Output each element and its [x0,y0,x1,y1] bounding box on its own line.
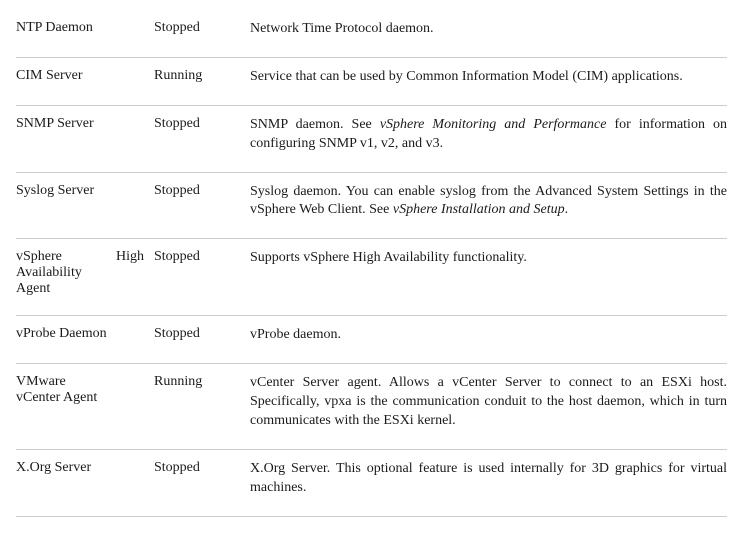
service-description: vCenter Server agent. Allows a vCenter S… [250,374,727,431]
services-table: NTP DaemonStoppedNetwork Time Protocol d… [16,16,727,517]
service-description: Supports vSphere High Availability funct… [250,249,727,297]
service-name: Syslog Server [16,183,154,221]
table-row: CIM ServerRunningService that can be use… [16,57,727,105]
service-description: X.Org Server. This optional feature is u… [250,460,727,498]
table-row: vSphere HighAvailabilityAgentStoppedSupp… [16,238,727,315]
service-name: X.Org Server [16,460,154,498]
table-row: NTP DaemonStoppedNetwork Time Protocol d… [16,16,727,57]
service-description: Network Time Protocol daemon. [250,20,727,39]
service-status: Running [154,68,250,87]
table-row: VMwarevCenter AgentRunningvCenter Server… [16,363,727,449]
table-row: vProbe DaemonStoppedvProbe daemon. [16,315,727,363]
table-row: SNMP ServerStoppedSNMP daemon. See vSphe… [16,105,727,172]
table-row: Syslog ServerStoppedSyslog daemon. You c… [16,172,727,239]
service-description: vProbe daemon. [250,326,727,345]
service-description: SNMP daemon. See vSphere Monitoring and … [250,116,727,154]
service-description: Syslog daemon. You can enable syslog fro… [250,183,727,221]
service-name: CIM Server [16,68,154,87]
service-status: Stopped [154,116,250,154]
service-description: Service that can be used by Common Infor… [250,68,727,87]
service-status: Running [154,374,250,431]
service-name: vProbe Daemon [16,326,154,345]
service-name: vSphere HighAvailabilityAgent [16,249,154,297]
service-status: Stopped [154,183,250,221]
service-status: Stopped [154,460,250,498]
table-row: X.Org ServerStoppedX.Org Server. This op… [16,449,727,517]
service-name: NTP Daemon [16,20,154,39]
service-name: SNMP Server [16,116,154,154]
service-name: VMwarevCenter Agent [16,374,154,431]
service-status: Stopped [154,20,250,39]
service-status: Stopped [154,249,250,297]
service-status: Stopped [154,326,250,345]
